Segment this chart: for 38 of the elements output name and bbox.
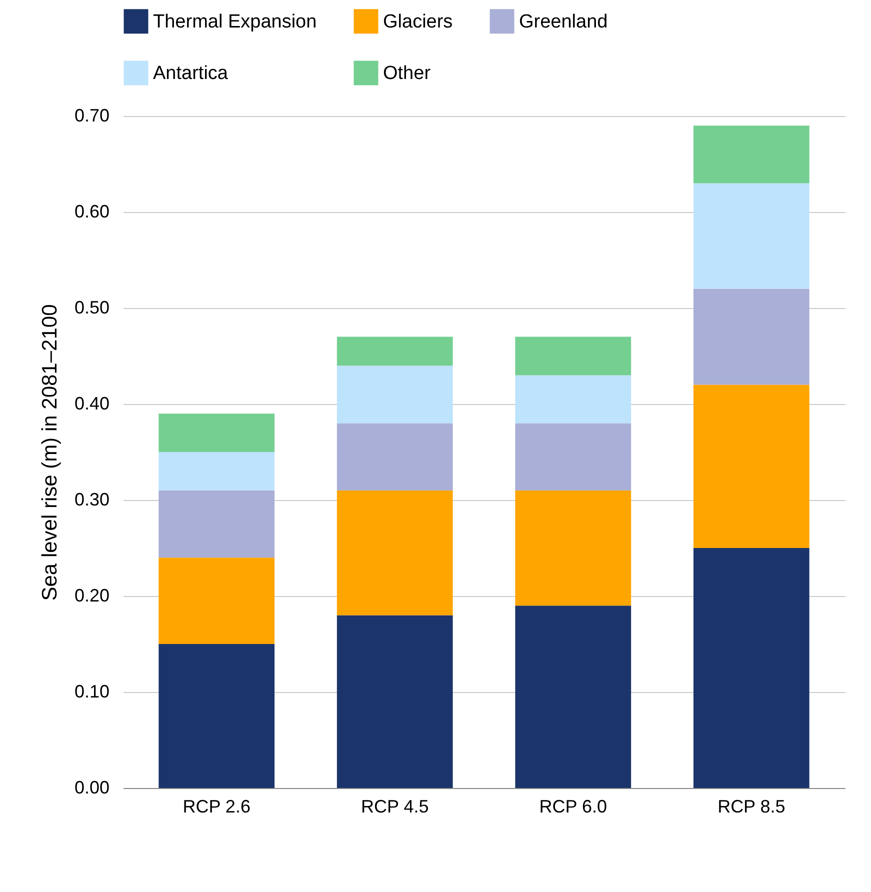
y-tick-label: 0.10 <box>74 682 110 702</box>
y-tick-label: 0.20 <box>74 586 110 606</box>
bar <box>693 288 810 385</box>
x-tick-label: RCP 8.5 <box>718 796 786 816</box>
bar <box>693 384 810 548</box>
y-tick-label: 0.00 <box>74 778 110 798</box>
bar <box>515 606 632 788</box>
bar <box>158 490 275 558</box>
legend-label: Antartica <box>153 63 228 84</box>
bar <box>693 183 810 289</box>
bar <box>515 375 632 424</box>
legend-label: Thermal Expansion <box>153 11 317 32</box>
legend-label: Glaciers <box>383 11 453 32</box>
bar <box>336 423 453 490</box>
y-tick-label: 0.40 <box>74 394 110 414</box>
legend-label: Greenland <box>519 11 608 32</box>
legend-label: Other <box>383 63 432 84</box>
bar <box>693 548 810 788</box>
x-tick-label: RCP 4.5 <box>361 796 429 816</box>
bar <box>336 615 453 788</box>
bar <box>158 644 275 788</box>
bar <box>158 414 275 452</box>
x-tick-label: RCP 6.0 <box>539 796 607 816</box>
bar <box>515 336 632 376</box>
bar <box>158 558 275 644</box>
y-axis-title: Sea level rise (m) in 2081–2100 <box>38 304 62 601</box>
bar <box>336 366 453 424</box>
y-tick-label: 0.50 <box>74 298 110 318</box>
bar <box>515 423 632 490</box>
bar <box>515 490 632 606</box>
y-tick-label: 0.30 <box>74 490 110 510</box>
bar <box>158 452 275 490</box>
bar <box>336 490 453 616</box>
bar <box>336 336 453 366</box>
y-tick-label: 0.60 <box>74 202 110 222</box>
bar <box>693 126 810 184</box>
x-tick-label: RCP 2.6 <box>182 796 250 816</box>
y-tick-label: 0.70 <box>74 106 110 126</box>
